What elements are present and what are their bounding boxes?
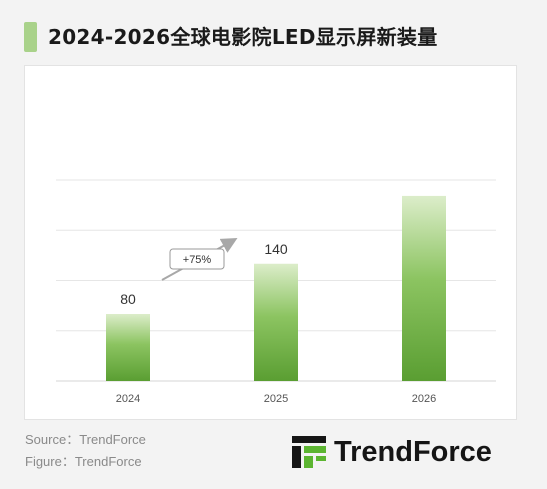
source-line: Source：TrendForce (25, 432, 146, 447)
figure-line: Figure：TrendForce (25, 454, 142, 469)
value-label: 80 (120, 291, 136, 307)
tick-label: 2026 (412, 393, 436, 405)
growth-annotation: +75% (161, 238, 238, 281)
growth-label: +75% (183, 254, 212, 266)
trendforce-logo: TrendForce (290, 434, 520, 470)
source-note: Source：TrendForce Figure：TrendForce (25, 429, 146, 473)
bar-2025 (254, 263, 298, 381)
value-labels: 80 140 (120, 241, 288, 307)
tick-label: 2024 (116, 393, 140, 405)
chart-title: 2024-2026全球电影院LED显示屏新装量 (48, 25, 438, 49)
bar-2026 (402, 195, 446, 381)
bars (106, 195, 446, 381)
bar-2024 (106, 314, 150, 381)
title-accent-bar (24, 22, 37, 52)
tick-labels: 2024 2025 2026 (116, 393, 436, 405)
growth-label-box (169, 248, 225, 270)
tick-label: 2025 (264, 393, 288, 405)
logo-text: TrendForce (334, 436, 492, 468)
value-label: 140 (264, 241, 288, 257)
trendforce-logo-icon (292, 436, 326, 468)
